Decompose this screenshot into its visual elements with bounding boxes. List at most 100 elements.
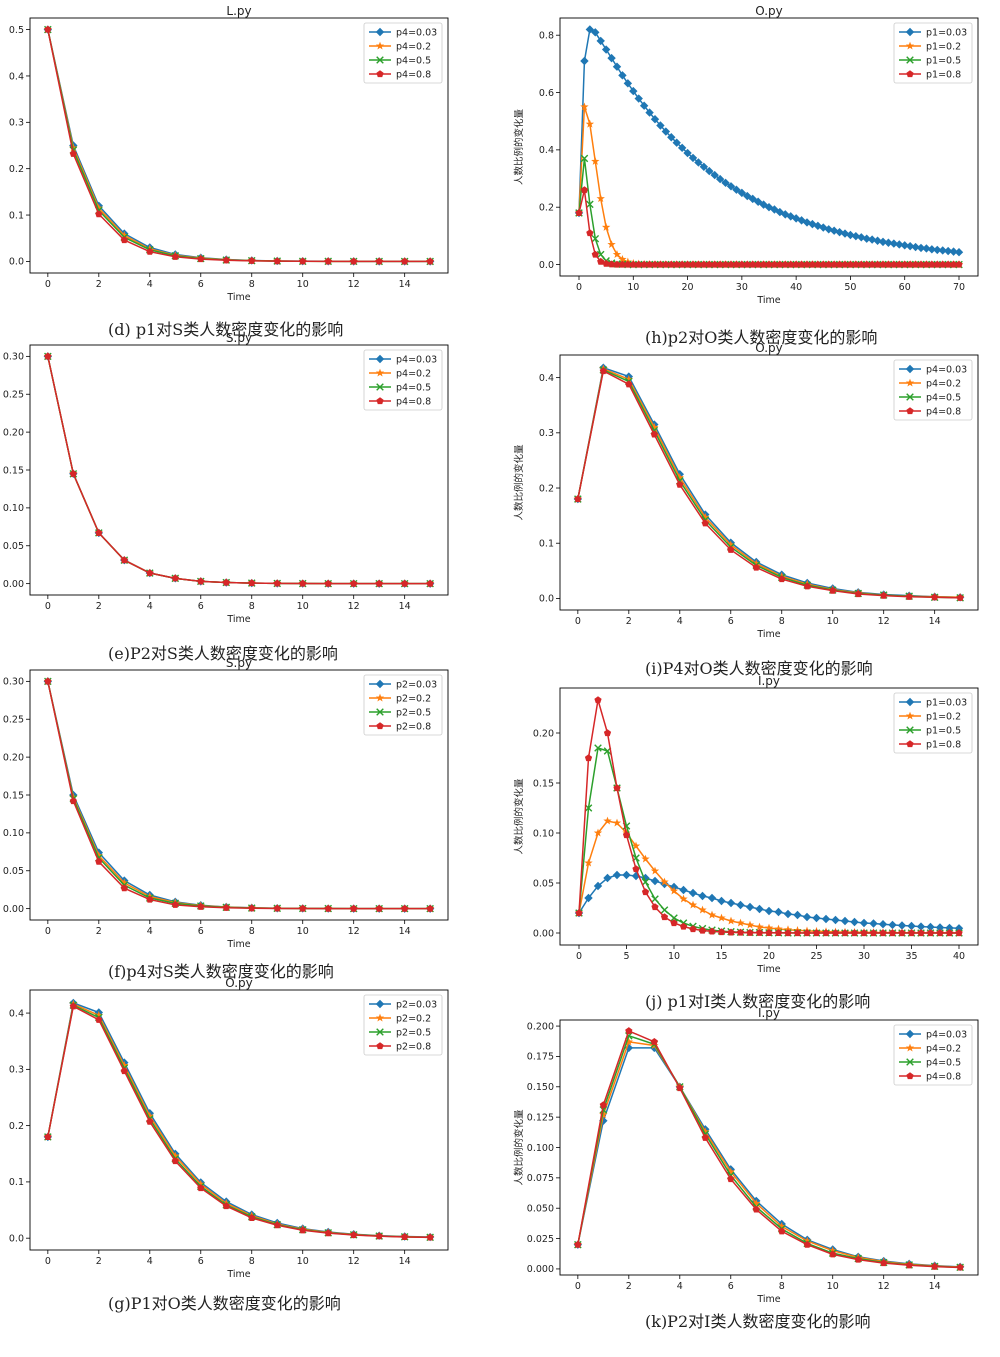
x-tick-label: 2 (96, 1256, 102, 1267)
x-tick-label: 0 (576, 282, 582, 293)
chart-title: I.py (758, 1006, 780, 1020)
data-point (146, 1117, 154, 1125)
legend-marker (906, 407, 914, 415)
x-tick-label: 60 (899, 282, 911, 293)
chart-title: O.py (755, 4, 783, 18)
x-tick-label: 6 (728, 1281, 734, 1292)
y-tick-label: 0.20 (3, 427, 24, 438)
data-point (880, 1259, 888, 1267)
series-line (578, 106, 959, 266)
data-point (667, 260, 675, 268)
data-point (752, 559, 761, 568)
data-point (273, 579, 281, 587)
data-point (936, 929, 944, 937)
data-point (650, 422, 659, 431)
data-point (273, 1221, 281, 1229)
data-point (645, 108, 654, 117)
data-point (591, 250, 599, 258)
data-point (635, 260, 643, 268)
data-point (859, 918, 869, 928)
legend-label: p4=0.8 (926, 406, 961, 417)
data-point (935, 923, 945, 932)
x-tick-label: 6 (198, 1256, 204, 1267)
data-point (812, 929, 821, 937)
data-point (612, 62, 622, 71)
data-point (907, 929, 916, 937)
legend-marker (375, 41, 385, 50)
data-point (803, 260, 811, 268)
data-point (95, 529, 103, 536)
series-line (47, 1005, 431, 1239)
data-point (829, 586, 837, 594)
legend: p2=0.03 p2=0.2 p2=0.5 p2=0.8 (363, 674, 443, 736)
data-point (688, 900, 698, 909)
y-tick-label: 0.4 (9, 71, 24, 82)
data-point (401, 1233, 409, 1241)
data-point (841, 260, 849, 268)
data-point (44, 25, 52, 33)
data-point (944, 260, 952, 268)
data-point (95, 1016, 103, 1023)
data-point (822, 929, 830, 937)
data-point (698, 891, 707, 901)
legend: p4=0.03 p4=0.2 p4=0.5 p4=0.8 (363, 349, 443, 411)
data-point (694, 260, 703, 268)
data-point (873, 236, 882, 245)
series-p1=0.5 (575, 154, 963, 269)
legend-marker (906, 1072, 914, 1080)
legend-marker (375, 368, 385, 377)
legend-label: p4=0.2 (396, 368, 431, 379)
chart-svg-j: I.py 0 5 10 15 20 25 30 35 40 0.00 0.05 0.10 0.15 0.20… (513, 674, 979, 975)
data-point (299, 904, 307, 912)
x-tick-label: 14 (399, 601, 411, 612)
data-point (651, 895, 659, 903)
data-point (911, 260, 920, 268)
series-line (578, 747, 959, 934)
x-tick-label: 0 (45, 279, 51, 290)
x-tick-label: 14 (399, 1256, 411, 1267)
data-point (835, 227, 844, 237)
y-tick-label: 0.00 (533, 928, 554, 939)
y-axis-label: 人数比例的变化量 (513, 109, 525, 186)
x-tick-label: 10 (827, 1281, 839, 1292)
data-point (662, 260, 670, 268)
data-point (248, 579, 256, 587)
series-p1=0.03 (574, 870, 964, 933)
data-point (727, 1175, 735, 1183)
y-tick-label: 0.175 (527, 1052, 554, 1063)
x-tick-label: 2 (626, 616, 632, 627)
data-point (660, 913, 669, 921)
data-point (803, 1240, 811, 1248)
x-tick-label: 12 (348, 279, 360, 290)
data-point (841, 929, 849, 937)
series-line (578, 158, 959, 266)
figure-caption: (d) p1对S类人数密度变化的影响 (108, 320, 344, 339)
chart-title: S.py (226, 656, 252, 670)
data-point (679, 885, 688, 895)
plot-frame (559, 17, 979, 277)
legend-label: p2=0.8 (396, 1041, 431, 1052)
data-point (607, 260, 616, 268)
legend-marker (905, 697, 915, 707)
chart-svg-i: O.py 0 2 4 6 8 10 12 14 0.0 0.1 0.2 0.3 0.4 Time 人数比例的变… (513, 341, 979, 640)
data-point (931, 1262, 939, 1270)
data-point (749, 260, 757, 268)
legend-marker (905, 364, 915, 374)
data-point (599, 367, 607, 375)
data-point (350, 579, 358, 587)
data-point (222, 578, 230, 586)
data-point (222, 904, 230, 911)
x-tick-label: 8 (779, 1281, 785, 1292)
y-tick-label: 0.3 (9, 1065, 24, 1076)
data-point (888, 920, 897, 930)
data-point (618, 260, 627, 268)
data-point (926, 929, 935, 937)
data-point (829, 1250, 837, 1258)
legend-label: p2=0.03 (396, 679, 437, 690)
data-point (44, 1133, 52, 1140)
data-point (678, 260, 686, 268)
data-point (831, 915, 840, 925)
data-point (401, 904, 409, 912)
data-point (905, 1261, 913, 1269)
x-tick-label: 0 (45, 1256, 51, 1267)
